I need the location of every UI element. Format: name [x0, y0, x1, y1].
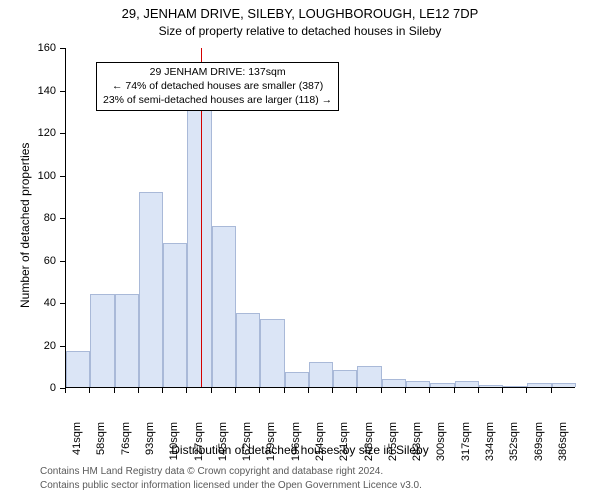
histogram-bar: [163, 243, 187, 388]
annotation-line: ← 74% of detached houses are smaller (38…: [103, 79, 332, 93]
x-tick-mark: [454, 388, 455, 393]
histogram-bar: [309, 362, 333, 388]
footer-line-2: Contains public sector information licen…: [40, 480, 422, 491]
chart-container: { "title": "29, JENHAM DRIVE, SILEBY, LO…: [0, 0, 600, 500]
y-tick-mark: [60, 48, 65, 49]
x-tick-mark: [332, 388, 333, 393]
y-tick-label: 40: [0, 297, 56, 309]
x-tick-mark: [551, 388, 552, 393]
x-tick-mark: [284, 388, 285, 393]
y-tick-label: 160: [0, 42, 56, 54]
histogram-bar: [115, 294, 139, 388]
histogram-bar: [260, 319, 284, 387]
x-tick-label: 58sqm: [95, 422, 107, 462]
x-tick-mark: [429, 388, 430, 393]
histogram-bar: [139, 192, 163, 388]
histogram-bar: [503, 386, 527, 387]
x-tick-label: 369sqm: [533, 422, 545, 462]
x-tick-label: 145sqm: [217, 422, 229, 462]
chart-subtitle: Size of property relative to detached ho…: [0, 24, 600, 38]
y-tick-label: 80: [0, 212, 56, 224]
x-tick-mark: [186, 388, 187, 393]
y-tick-mark: [60, 91, 65, 92]
y-tick-mark: [60, 303, 65, 304]
x-tick-label: 352sqm: [508, 422, 520, 462]
histogram-bar: [187, 107, 211, 388]
y-tick-label: 60: [0, 255, 56, 267]
histogram-bar: [455, 381, 479, 387]
x-tick-mark: [381, 388, 382, 393]
histogram-bar: [357, 366, 381, 387]
histogram-bar: [212, 226, 236, 388]
x-tick-mark: [308, 388, 309, 393]
chart-title: 29, JENHAM DRIVE, SILEBY, LOUGHBOROUGH, …: [0, 6, 600, 21]
histogram-bar: [333, 370, 357, 387]
y-tick-label: 0: [0, 382, 56, 394]
x-tick-mark: [211, 388, 212, 393]
x-tick-label: 41sqm: [71, 422, 83, 462]
x-tick-mark: [138, 388, 139, 393]
x-tick-label: 93sqm: [144, 422, 156, 462]
annotation-line: 23% of semi-detached houses are larger (…: [103, 93, 332, 107]
x-tick-label: 317sqm: [460, 422, 472, 462]
x-tick-label: 283sqm: [411, 422, 423, 462]
histogram-bar: [406, 381, 430, 387]
plot-area: 29 JENHAM DRIVE: 137sqm← 74% of detached…: [65, 48, 575, 388]
x-tick-mark: [65, 388, 66, 393]
x-tick-mark: [259, 388, 260, 393]
x-tick-mark: [162, 388, 163, 393]
x-tick-label: 162sqm: [241, 422, 253, 462]
y-axis-label: Number of detached properties: [18, 143, 32, 308]
x-tick-mark: [89, 388, 90, 393]
y-tick-mark: [60, 346, 65, 347]
annotation-box: 29 JENHAM DRIVE: 137sqm← 74% of detached…: [96, 62, 339, 111]
x-tick-mark: [235, 388, 236, 393]
x-tick-mark: [526, 388, 527, 393]
y-tick-label: 20: [0, 340, 56, 352]
histogram-bar: [66, 351, 90, 387]
x-tick-label: 127sqm: [193, 422, 205, 462]
annotation-line: 29 JENHAM DRIVE: 137sqm: [103, 65, 332, 79]
x-tick-mark: [356, 388, 357, 393]
y-tick-label: 140: [0, 85, 56, 97]
y-tick-label: 120: [0, 127, 56, 139]
histogram-bar: [285, 372, 309, 387]
x-tick-label: 265sqm: [387, 422, 399, 462]
x-tick-label: 334sqm: [484, 422, 496, 462]
x-tick-label: 179sqm: [265, 422, 277, 462]
x-tick-label: 231sqm: [338, 422, 350, 462]
x-tick-label: 300sqm: [435, 422, 447, 462]
x-tick-label: 196sqm: [290, 422, 302, 462]
histogram-bar: [382, 379, 406, 388]
x-tick-mark: [405, 388, 406, 393]
x-tick-label: 248sqm: [363, 422, 375, 462]
x-tick-mark: [502, 388, 503, 393]
histogram-bar: [479, 385, 503, 387]
histogram-bar: [552, 383, 576, 387]
y-tick-mark: [60, 133, 65, 134]
x-tick-label: 110sqm: [168, 422, 180, 462]
y-tick-label: 100: [0, 170, 56, 182]
histogram-bar: [236, 313, 260, 387]
y-tick-mark: [60, 218, 65, 219]
histogram-bar: [90, 294, 114, 388]
histogram-bar: [430, 383, 454, 387]
x-tick-mark: [114, 388, 115, 393]
x-tick-mark: [478, 388, 479, 393]
x-tick-label: 386sqm: [557, 422, 569, 462]
footer-line-1: Contains HM Land Registry data © Crown c…: [40, 466, 383, 477]
y-tick-mark: [60, 176, 65, 177]
y-tick-mark: [60, 261, 65, 262]
histogram-bar: [527, 383, 551, 387]
x-tick-label: 214sqm: [314, 422, 326, 462]
x-tick-label: 76sqm: [120, 422, 132, 462]
